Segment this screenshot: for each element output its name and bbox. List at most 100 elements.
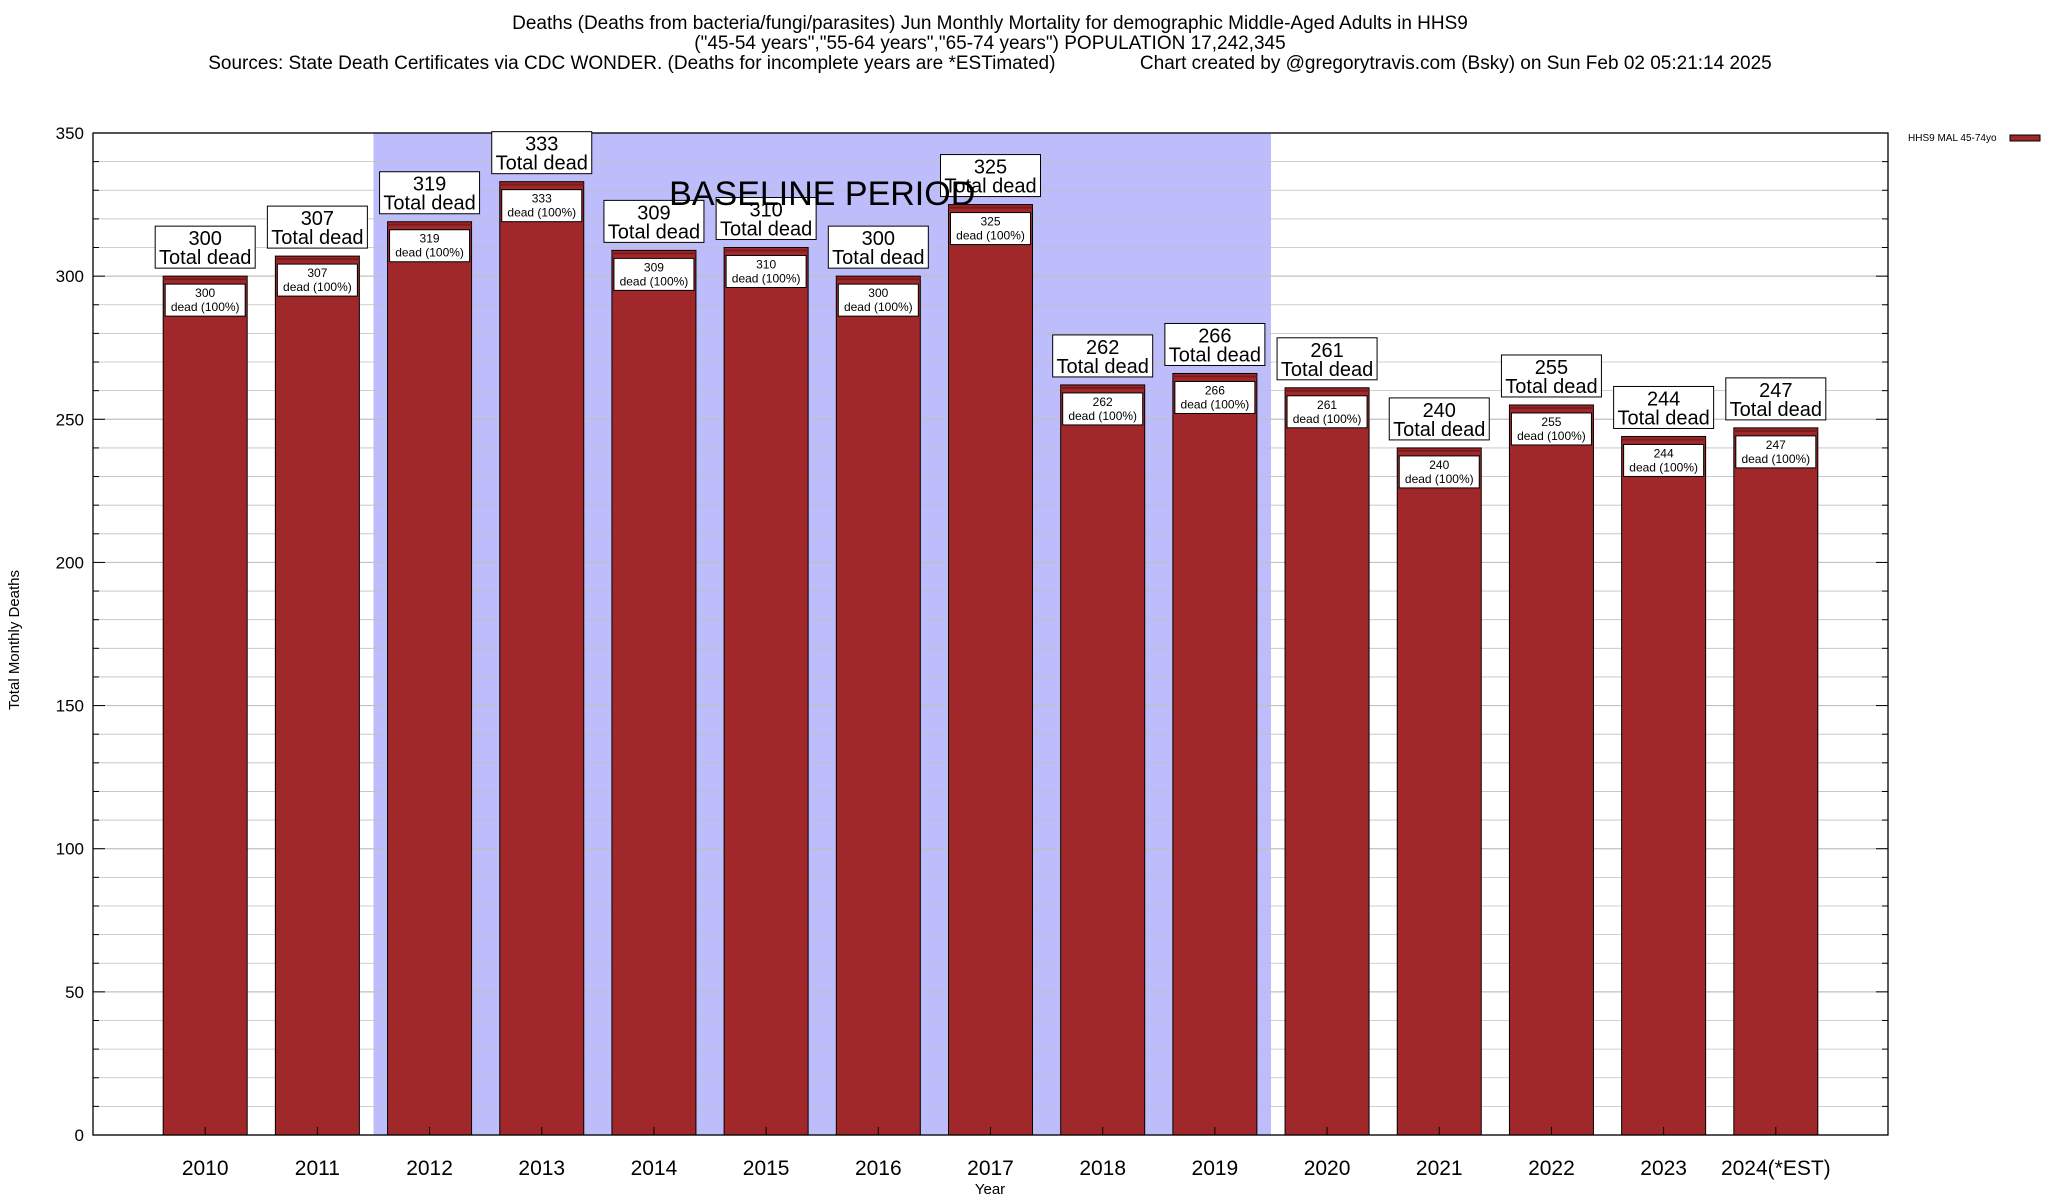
bar [611,249,697,1136]
bar-inner-percent-label: dead (100%) [1068,409,1137,423]
x-tick-label: 2014 [631,1157,678,1180]
bar-inner-label-box [1286,395,1368,429]
bar-total-label-box [1164,322,1266,366]
y-tick-label: 200 [56,553,84,572]
bar-total-value-label: 255 [1535,357,1568,379]
legend-label: HHS9 MAL 45-74yo [1908,133,1997,144]
bar-total-label-box [1500,354,1602,398]
y-tick-label: 50 [65,983,84,1002]
y-tick-label: 250 [56,410,84,429]
chart-source-line: Sources: State Death Certificates via CD… [208,53,1772,74]
bar-inner-value-label: 262 [1093,395,1113,409]
bar-total-text-label: Total dead [1617,407,1709,429]
legend-layer: HHS9 MAL 45-74yo [1908,133,2041,144]
x-tick-label: 2021 [1416,1157,1463,1180]
bar-total-text-label: Total dead [1057,356,1149,378]
bar-total-label-box [603,199,705,243]
y-tick-label: 0 [75,1126,84,1145]
bar-total-value-label: 262 [1086,337,1119,359]
bar-inner-label-box [1062,392,1144,426]
bar-inner-label-box [837,283,919,317]
bar-inner-percent-label: dead (100%) [620,274,689,288]
bar-total-text-label: Total dead [383,193,475,215]
bar-total-value-label: 240 [1423,400,1456,422]
x-tick-label: 2013 [518,1157,565,1180]
bar-total-text-label: Total dead [1505,376,1597,398]
bar-total-text-label: Total dead [1281,359,1373,381]
bar-total-label-box [379,171,481,215]
bar-inner-percent-label: dead (100%) [1293,412,1362,426]
baseline-period-label: BASELINE PERIOD [669,175,975,213]
bar-inner-percent-label: dead (100%) [1405,472,1474,486]
bar-inner-percent-label: dead (100%) [1517,429,1586,443]
bar-total-value-label: 247 [1759,380,1792,402]
x-tick-label: 2018 [1079,1157,1126,1180]
bar-total-value-label: 309 [637,202,670,224]
bar-inner-percent-label: dead (100%) [844,300,913,314]
bar [948,204,1033,1136]
chart-header: Deaths (Deaths from bacteria/fungi/paras… [0,14,1980,74]
x-tick-label: 2010 [182,1157,229,1180]
bar-total-label-box [266,205,368,249]
bar-inner-percent-label: dead (100%) [171,300,240,314]
bars-layer [162,181,1819,1136]
bar [1508,404,1594,1136]
bar-total-label-box [715,197,817,241]
legend-swatch [2009,134,2041,142]
bar-total-text-label: Total dead [608,221,700,243]
bar-inner-percent-label: dead (100%) [732,272,801,286]
bar-inner-label-box [1174,380,1256,414]
bar-inner-value-label: 266 [1205,383,1225,397]
bar-total-value-label: 333 [525,134,558,156]
bar [274,255,360,1136]
bar-total-label-box [1725,377,1827,421]
bar-inner-label-box [1623,443,1705,477]
bar-inner-label-box [613,257,695,291]
bar-total-label-box [827,225,929,269]
bar-total-value-label: 319 [413,174,446,196]
x-tick-label: 2011 [295,1157,340,1180]
y-tick-label: 150 [56,697,84,716]
bar-total-value-label: 300 [862,228,895,250]
y-tick-label: 300 [56,267,84,286]
bar-total-value-label: 261 [1310,340,1343,362]
x-tick-label: 2024(*EST) [1721,1157,1831,1180]
bar-inner-value-label: 240 [1429,458,1449,472]
bar-inner-label-box [389,229,471,263]
bar [835,275,921,1136]
bar-inner-value-label: 309 [644,260,664,274]
bar-inner-value-label: 247 [1766,438,1786,452]
bar-inner-value-label: 300 [868,286,888,300]
bar-total-label-box [1613,385,1715,429]
bar-inner-value-label: 310 [756,258,776,272]
bar-inner-percent-label: dead (100%) [395,246,464,260]
bar-total-value-label: 266 [1198,325,1231,347]
axes-layer: 0 50 100 150 200 250 300 350 2010 2011 2012 2013 201… [56,124,1889,1180]
bar-inner-label-box [1735,435,1817,469]
bar [1621,435,1707,1136]
x-axis-label: Year [974,1181,1006,1198]
bar-inner-label-box [1510,412,1592,446]
bar [162,275,248,1136]
bar [1733,427,1819,1136]
bar-total-text-label: Total dead [1169,344,1261,366]
chart-subtitle: ("45-54 years","55-64 years","65-74 year… [694,33,1286,54]
bar-inner-label-box [276,263,358,297]
bar-total-text-label: Total dead [832,247,924,269]
bar-total-text-label: Total dead [271,227,363,249]
bar-inner-percent-label: dead (100%) [1741,452,1810,466]
bar-total-label-box [154,225,256,269]
bar-inner-value-label: 255 [1541,415,1561,429]
bar [1284,387,1370,1136]
bar [1396,447,1482,1136]
bar-inner-percent-label: dead (100%) [283,280,352,294]
bar-total-text-label: Total dead [1730,399,1822,421]
bar-total-label-box [1052,334,1154,378]
bar [1060,384,1146,1136]
x-tick-label: 2017 [967,1157,1014,1180]
bar-total-value-label: 310 [749,200,782,222]
chart-title: Deaths (Deaths from bacteria/fungi/paras… [512,13,1468,34]
y-axis-label: Total Monthly Deaths [6,569,23,711]
